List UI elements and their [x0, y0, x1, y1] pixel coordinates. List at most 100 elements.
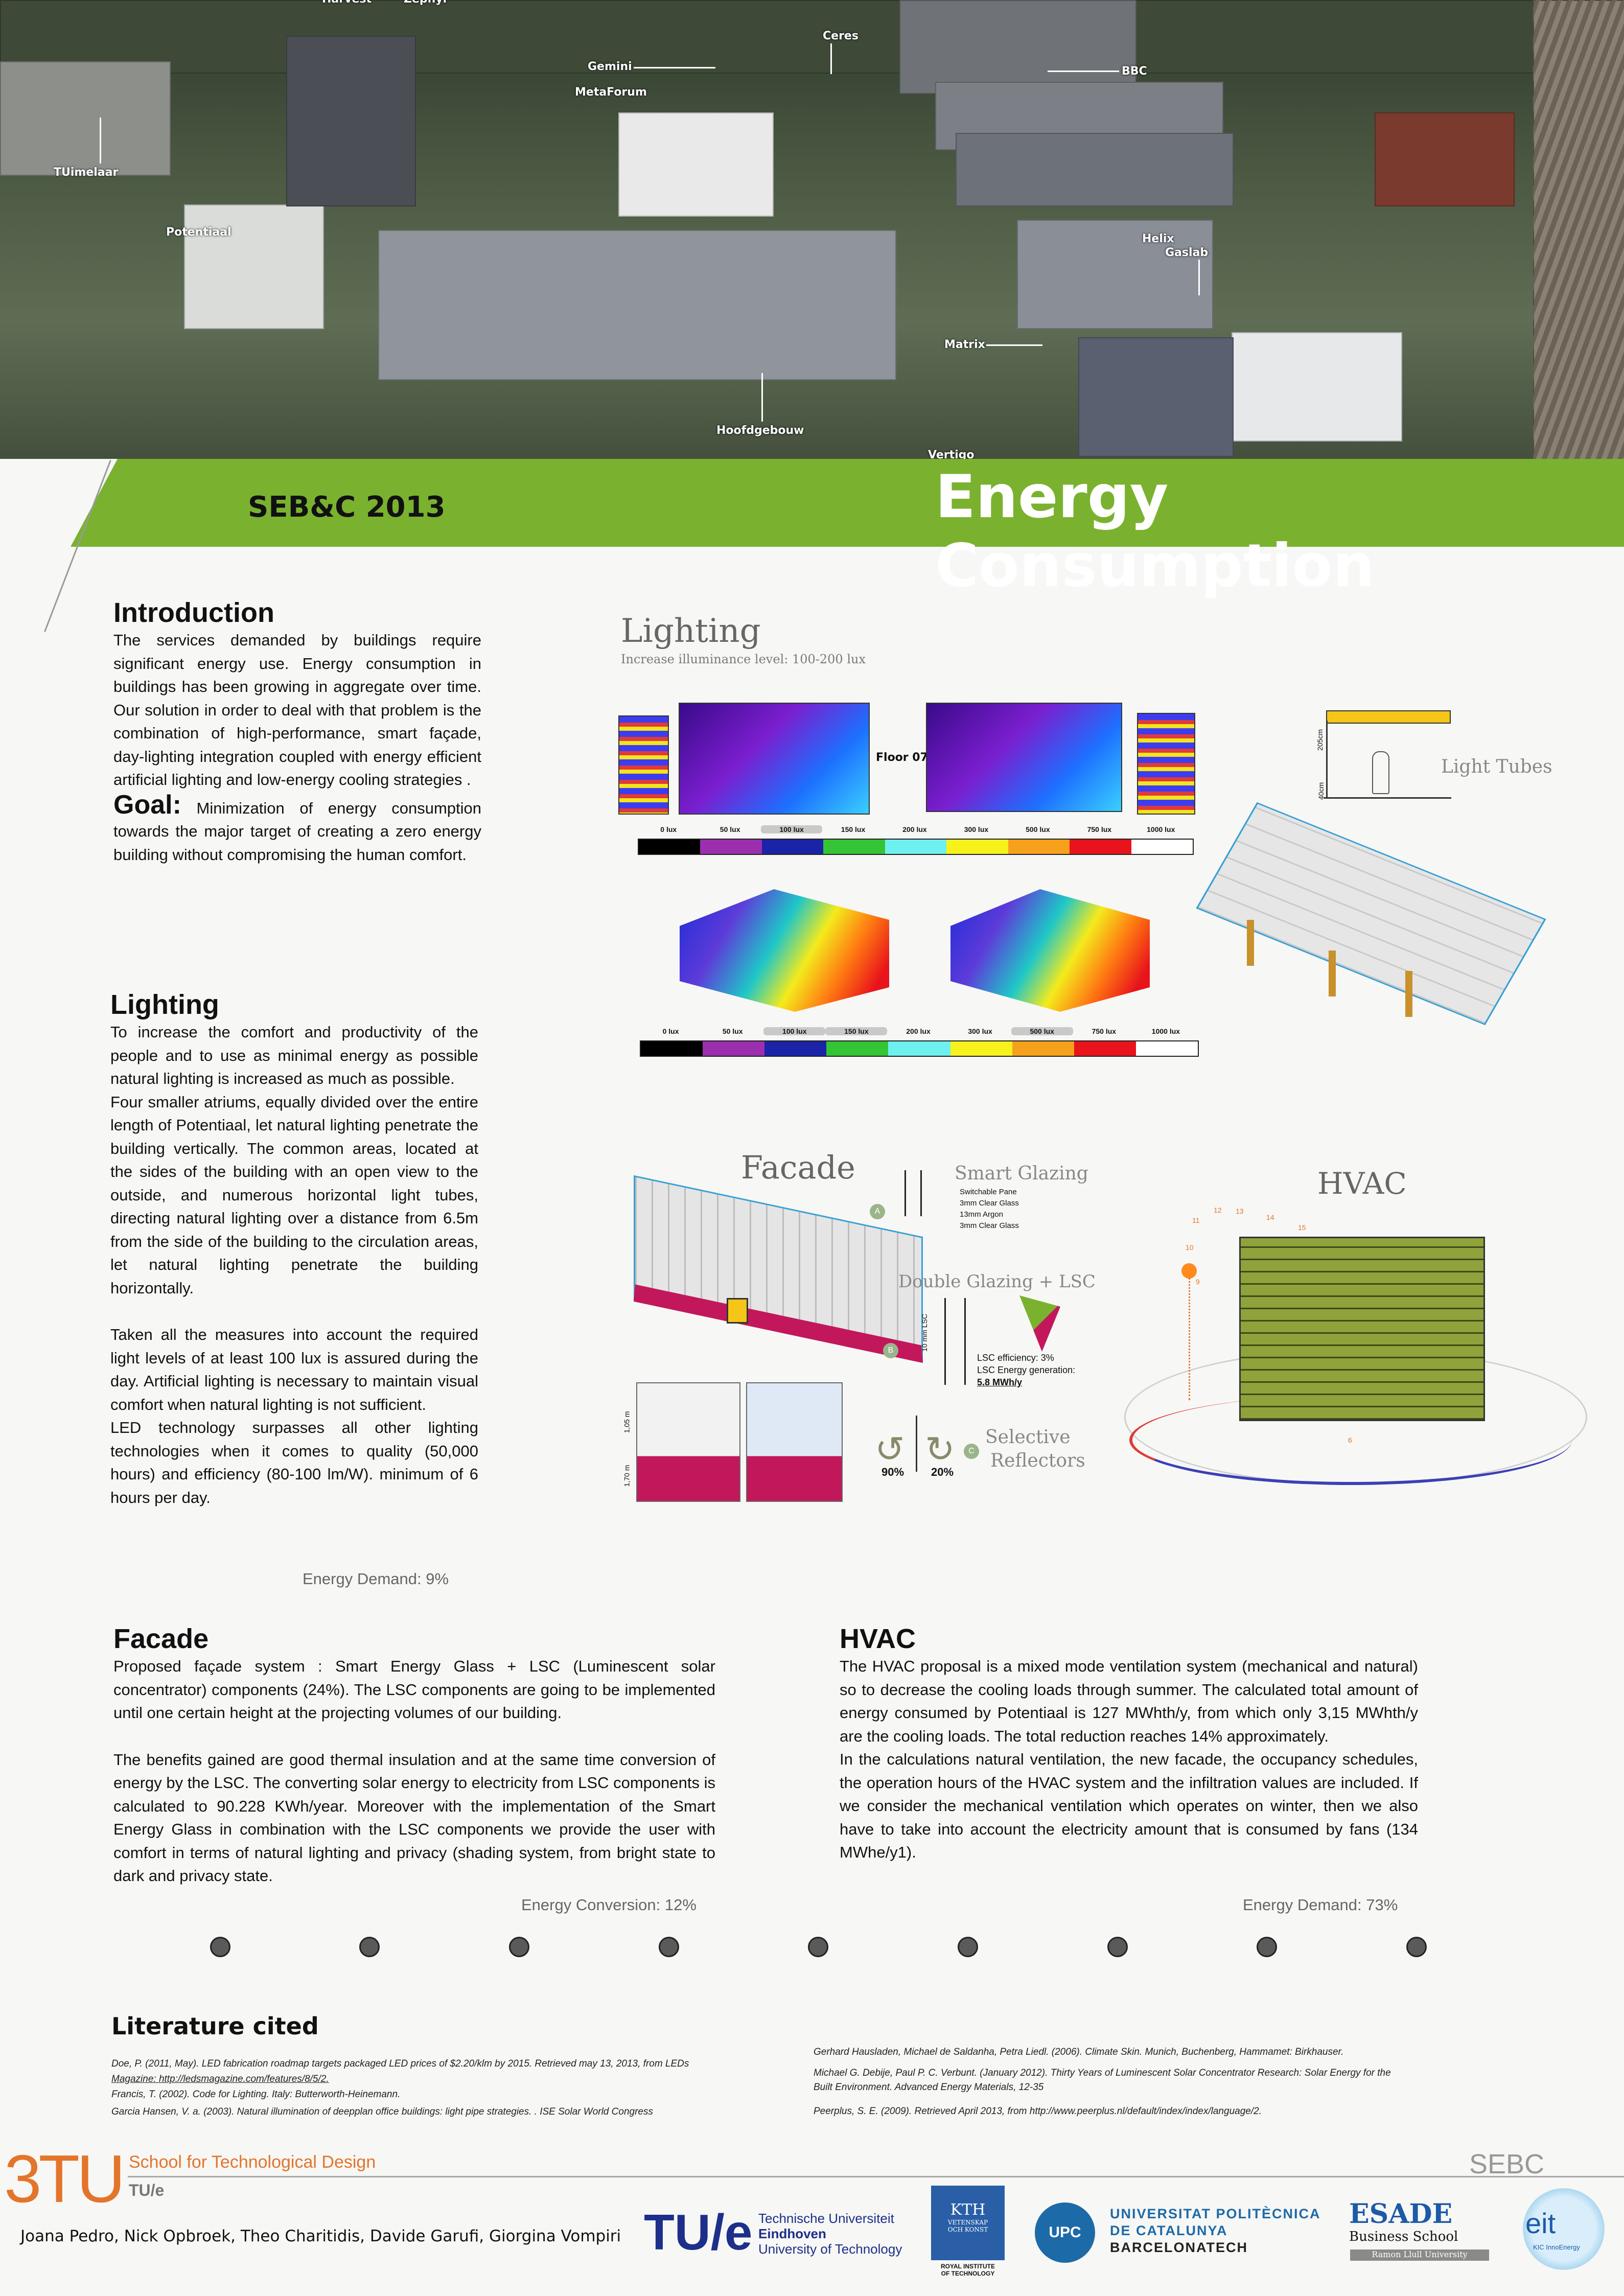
upc-line-3: BARCELONATECH — [1110, 2239, 1321, 2256]
esade-subtitle: Business School — [1349, 2229, 1458, 2244]
lighting-section: Lighting To increase the comfort and pro… — [110, 989, 478, 1509]
photo-label-matrix: Matrix — [944, 338, 985, 351]
hvac-section: HVAC The HVAC proposal is a mixed mode v… — [840, 1623, 1418, 1864]
facade-building-3d — [634, 1175, 923, 1363]
hour-label: 11 — [1192, 1216, 1200, 1224]
hour-label: 6 — [1348, 1436, 1352, 1444]
facade-section: Facade Proposed façade system : Smart En… — [113, 1623, 715, 1888]
scale-swatch — [639, 840, 700, 854]
literature-heading: Literature cited — [111, 2012, 319, 2040]
double-glazing-section — [944, 1298, 966, 1385]
reflect-20: 20% — [931, 1466, 954, 1479]
leader-line — [1048, 71, 1119, 72]
separator-dot — [659, 1937, 679, 1957]
facade-panel-1 — [636, 1382, 740, 1502]
illuminance-scale-2-labels: 0 lux 50 lux 100 lux 150 lux 200 lux 300 lux 5… — [640, 1027, 1197, 1038]
school-name: School for Technological Design — [129, 2152, 376, 2172]
upc-logo-text: UNIVERSITAT POLITÈCNICA DE CATALUNYA BAR… — [1110, 2206, 1321, 2256]
tue-logo-text: Technische Universiteit Eindhoven Univer… — [758, 2211, 902, 2257]
footer-divider — [128, 2176, 1624, 2177]
sebc-logo: SEBC — [1469, 2148, 1544, 2180]
upc-line-1: UNIVERSITAT POLITÈCNICA — [1110, 2206, 1321, 2222]
reference: Peerplus, S. E. (2009). Retrieved April … — [814, 2102, 1493, 2121]
leader-line — [830, 43, 832, 74]
facade-paragraph-2: The benefits gained are good thermal ins… — [113, 1748, 715, 1888]
reflect-arrow-left-icon: ↺ — [875, 1428, 905, 1470]
kth-caption: ROYAL INSTITUTE OF TECHNOLOGY — [931, 2263, 1005, 2277]
hvac-paragraph-1: The HVAC proposal is a mixed mode ventil… — [840, 1655, 1418, 1748]
reflect-arrow-right-icon: ↻ — [925, 1428, 955, 1470]
leader-line — [100, 118, 101, 164]
scale-swatch — [1074, 1041, 1136, 1056]
scale-label: 150 lux — [825, 1027, 887, 1035]
scale-label: 50 lux — [699, 825, 760, 833]
scale-swatch — [641, 1041, 703, 1056]
separator-dot — [808, 1937, 828, 1957]
hour-label: 9 — [1196, 1278, 1200, 1286]
kth-mark: KTH — [931, 2201, 1005, 2219]
separator-dot — [958, 1937, 978, 1957]
page-title: Energy Consumption — [935, 462, 1624, 600]
glazing-layers-list: Switchable Pane 3mm Clear Glass 13mm Argon… — [960, 1187, 1019, 1232]
daylight-render-2 — [950, 889, 1150, 1012]
leader-line — [761, 373, 763, 422]
reference: Garcia Hansen, V. a. (2003). Natural ill… — [111, 2102, 776, 2122]
lsc-dimension: 10 mm LSC — [920, 1314, 929, 1352]
lighting-figure-title: Lighting — [621, 612, 761, 650]
lighting-energy-demand: Energy Demand: 9% — [303, 1570, 449, 1588]
lighting-paragraph-4: LED technology surpasses all other light… — [110, 1416, 478, 1509]
lsc-prism-icon — [1019, 1295, 1060, 1352]
lighting-figure-subtitle: Increase illuminance level: 100-200 lux — [621, 652, 866, 666]
esade-ramon: Ramon Llull University — [1350, 2249, 1489, 2261]
hvac-energy-demand: Energy Demand: 73% — [1243, 1896, 1398, 1914]
scale-label: 0 lux — [638, 825, 699, 833]
hour-label: 15 — [1298, 1223, 1306, 1232]
hour-label: 10 — [1186, 1243, 1194, 1251]
floor-label: Floor 07 — [876, 751, 928, 764]
3tu-logo: 3TU — [4, 2140, 122, 2217]
sun-icon — [1181, 1263, 1197, 1279]
building-left — [0, 61, 171, 176]
photo-label-metaforum: MetaForum — [575, 86, 647, 99]
light-tube — [1326, 710, 1451, 724]
eit-logo: eit — [1525, 2207, 1556, 2240]
scale-swatch — [1131, 840, 1193, 854]
reference: Francis, T. (2002). Code for Lighting. I… — [111, 2085, 776, 2104]
reference: Built Environment. Advanced Energy Mater… — [814, 2080, 1493, 2095]
illuminance-scale-1 — [638, 839, 1194, 855]
scale-swatch — [1070, 840, 1131, 854]
tue-logo-mark: TU/e — [644, 2204, 752, 2261]
trees-background — [0, 0, 1624, 74]
light-tube-post — [1247, 920, 1254, 966]
dimension-205: 205cm — [1316, 729, 1324, 751]
scale-swatch — [950, 1041, 1012, 1056]
floor-render-2 — [926, 703, 1122, 812]
scale-label: 1000 lux — [1130, 825, 1192, 833]
upc-logo-mark: UPC — [1035, 2202, 1095, 2263]
scale-swatch — [764, 1041, 826, 1056]
photo-label-vertigo: Vertigo — [928, 449, 975, 459]
introduction-heading: Introduction — [113, 597, 481, 629]
light-tube-section — [1324, 700, 1456, 802]
kth-sub-1: VETENSKAP — [931, 2219, 1005, 2226]
lighting-heading: Lighting — [110, 989, 478, 1021]
scale-label: 200 lux — [884, 825, 945, 833]
light-tube-post — [1329, 950, 1336, 996]
leader-line — [634, 67, 715, 68]
scale-swatch — [1008, 840, 1070, 854]
hvac-heading: HVAC — [840, 1623, 1418, 1655]
facade-heading: Facade — [113, 1623, 715, 1655]
lighting-paragraph-2: Four smaller atriums, equally divided ov… — [110, 1091, 478, 1300]
photo-label-tuimelaar: TUimelaar — [54, 166, 118, 179]
light-tube-post — [1405, 971, 1412, 1017]
hour-label: 13 — [1236, 1207, 1244, 1215]
facade-text: Proposed façade system : Smart Energy Gl… — [113, 1655, 715, 1888]
kth-sub-2: OCH KONST — [931, 2226, 1005, 2233]
reflectors-label: Reflectors — [990, 1450, 1085, 1471]
daylight-render-1 — [680, 889, 889, 1012]
dimension-40: 40cm — [1317, 782, 1325, 800]
photo-label-helix: Helix — [1142, 233, 1174, 245]
hvac-paragraph-2: In the calculations natural ventilation,… — [840, 1748, 1418, 1864]
building-gaslab — [1017, 220, 1213, 329]
facade-paragraph-1: Proposed façade system : Smart Energy Gl… — [113, 1655, 715, 1725]
